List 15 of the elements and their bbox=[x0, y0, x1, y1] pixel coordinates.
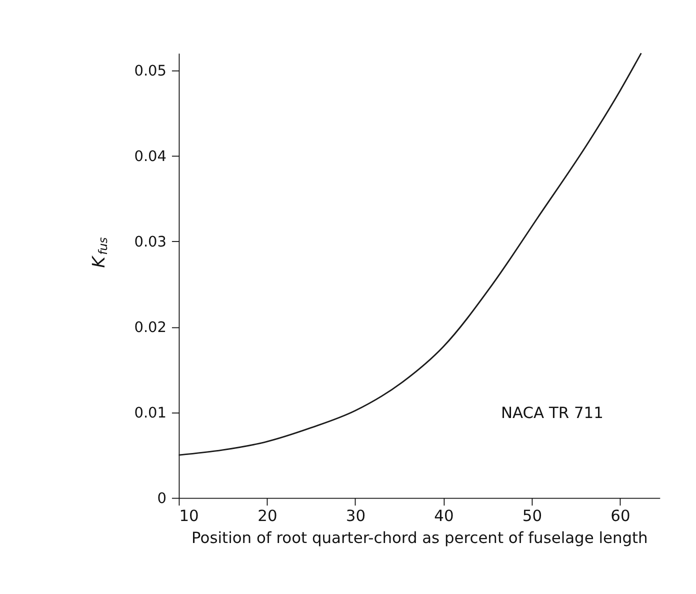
y-tick-label: 0 bbox=[157, 490, 167, 507]
y-tick-label: 0.03 bbox=[134, 234, 167, 250]
x-tick-label: 20 bbox=[258, 506, 278, 525]
x-tick-label: 60 bbox=[610, 506, 630, 525]
y-tick-label: 0.01 bbox=[134, 405, 167, 422]
y-tick-label: 0.04 bbox=[134, 148, 167, 165]
y-tick-label: 0.02 bbox=[134, 320, 167, 336]
x-tick-label: 40 bbox=[434, 506, 454, 525]
x-axis-title: Position of root quarter-chord as percent of fuselage length bbox=[192, 528, 648, 547]
x-tick-label: 30 bbox=[346, 506, 366, 525]
x-tick-label: 50 bbox=[522, 506, 542, 525]
y-tick-label: 0.05 bbox=[134, 63, 167, 80]
y-axis-title: Kfus bbox=[89, 237, 110, 268]
x-tick-label: 10 bbox=[179, 506, 199, 525]
annotation: NACA TR 711 bbox=[500, 404, 604, 422]
